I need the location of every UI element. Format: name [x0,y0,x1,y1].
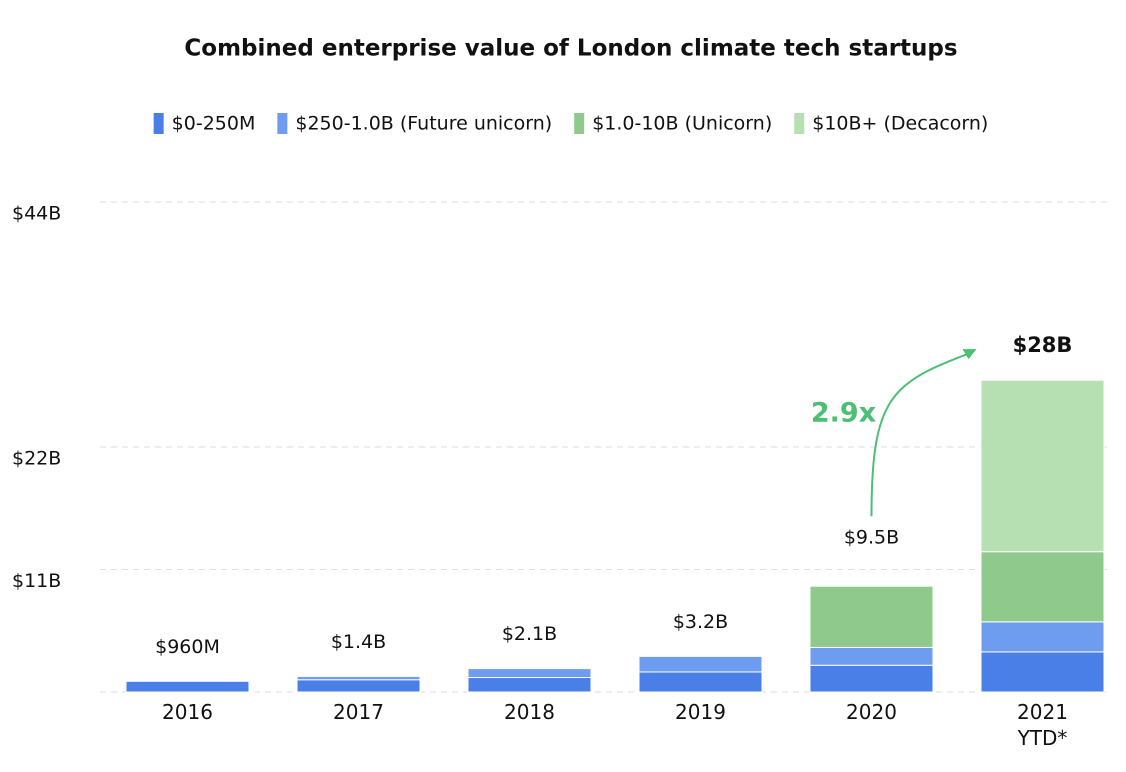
bar-segment [980,551,1105,623]
bar-segment [980,621,1105,653]
legend-label: $10B+ (Decacorn) [812,113,988,135]
legend-swatch [794,113,805,134]
x-tick-label: 2021 YTD* [1017,700,1068,750]
bar-segment [809,585,934,648]
legend-swatch [153,113,164,134]
bar-segment [980,379,1105,553]
growth-arrow [870,351,973,517]
bar-segment [467,668,592,679]
bar-segment [467,677,592,693]
chart-title: Combined enterprise value of London clim… [184,36,957,62]
total-label: $3.2B [673,611,728,633]
x-tick-label: 2018 [504,700,555,724]
total-label: $2.1B [502,623,557,645]
y-tick-label: $44B [12,203,61,225]
y-tick-label: $11B [12,570,61,592]
bar-segment [125,680,250,693]
x-tick-label: 2020 [846,700,897,724]
bar-segment [638,671,763,693]
total-label: $960M [155,636,220,658]
bar-segment [638,655,763,673]
arrow-head [962,349,977,360]
legend-label: $0-250M [172,113,256,135]
total-label: $1.4B [331,631,386,653]
annotation: 2.9x [811,398,876,429]
legend-swatch [574,113,585,134]
x-tick-label: 2016 [162,700,213,724]
y-tick-label: $22B [12,448,61,470]
bar-segment [809,664,934,693]
x-tick-label: 2017 [333,700,384,724]
x-tick-label: 2019 [675,700,726,724]
total-label: $9.5B [844,527,899,549]
legend-label: $1.0-10B (Unicorn) [592,113,772,135]
bar-segment [980,651,1105,693]
legend-label: $250-1.0B (Future unicorn) [295,113,552,135]
legend-swatch [277,113,288,134]
bar-segment [809,646,934,666]
total-label: $28B [1013,333,1073,357]
bar-segment [296,675,421,681]
bar-segment [296,679,421,693]
